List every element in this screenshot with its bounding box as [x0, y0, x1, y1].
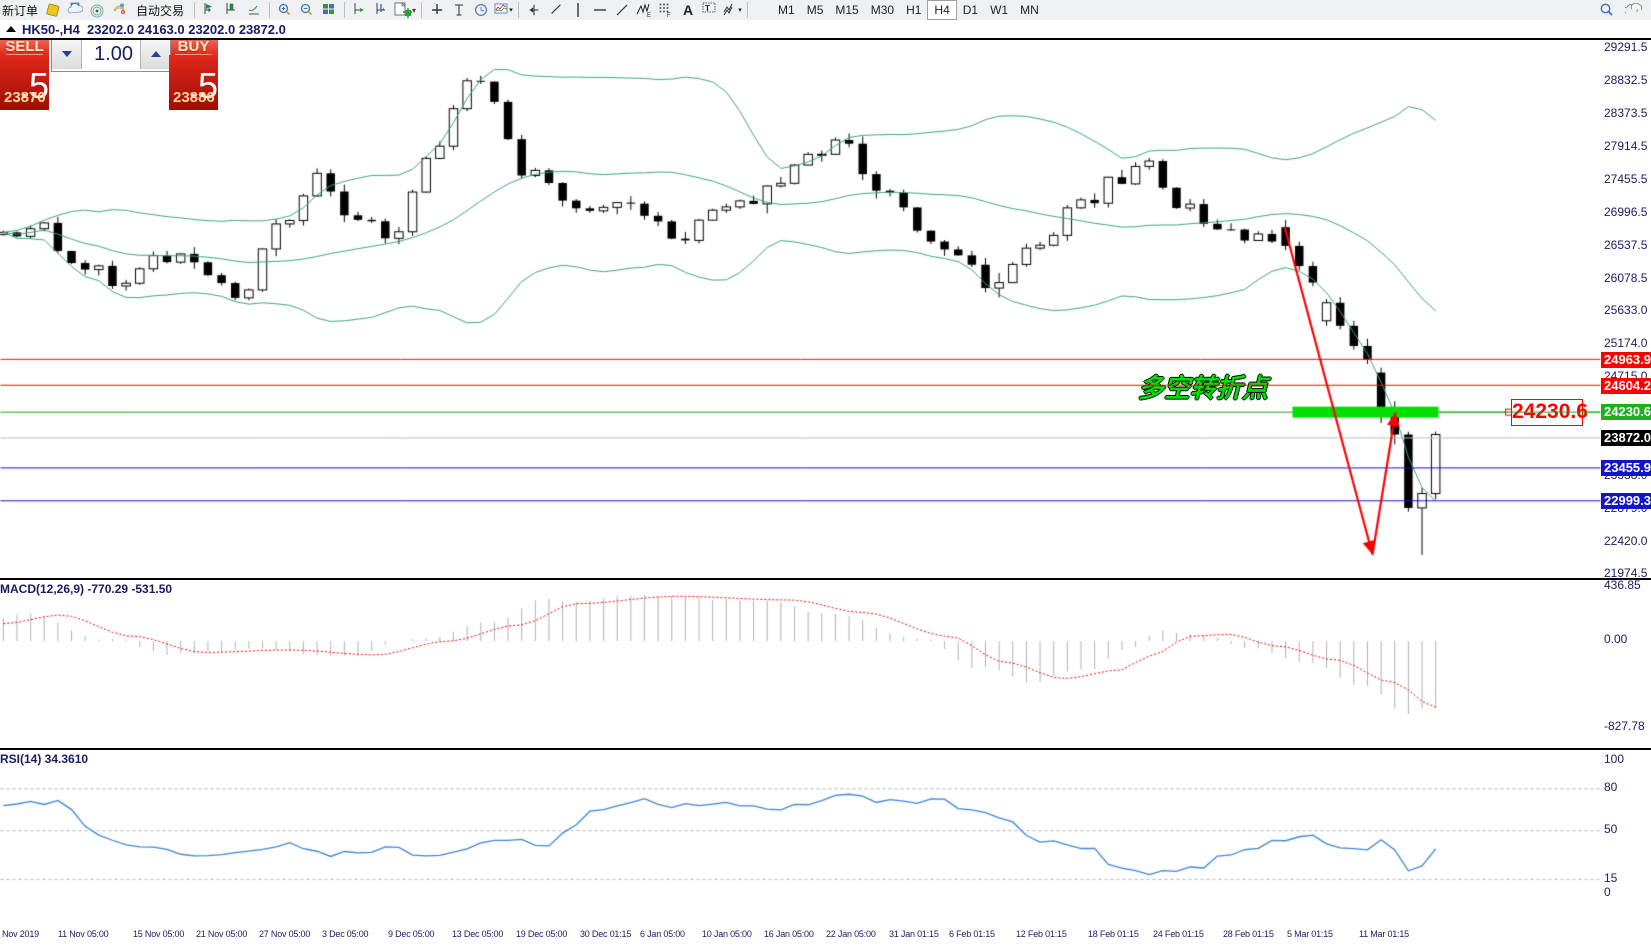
svg-text:T: T — [705, 4, 710, 13]
svg-text:E: E — [647, 13, 651, 18]
svg-text:F: F — [667, 13, 671, 18]
